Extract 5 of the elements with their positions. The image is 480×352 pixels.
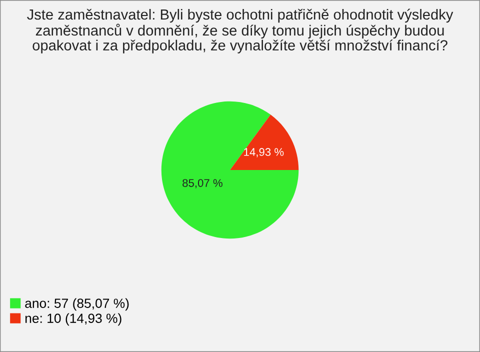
data-label: 85,07 %: [182, 179, 222, 188]
chart-title: Jste zaměstnavatel: Byli byste ochotni patřičně ohodnotit výsledky zaměstnanců v domnění, že se díky tomu jejich úspěchy budou opakovat i za předpokladu, že vynaložíte větší množství financí?: [27, 8, 454, 54]
legend-label: ano: 57 (85,07 %): [25, 298, 129, 311]
data-label: 14,93 %: [244, 148, 284, 158]
legend-label: ne: 10 (14,93 %): [25, 313, 122, 326]
